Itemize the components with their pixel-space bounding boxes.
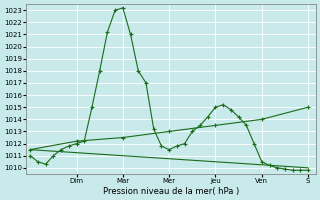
X-axis label: Pression niveau de la mer( hPa ): Pression niveau de la mer( hPa ) — [103, 187, 239, 196]
